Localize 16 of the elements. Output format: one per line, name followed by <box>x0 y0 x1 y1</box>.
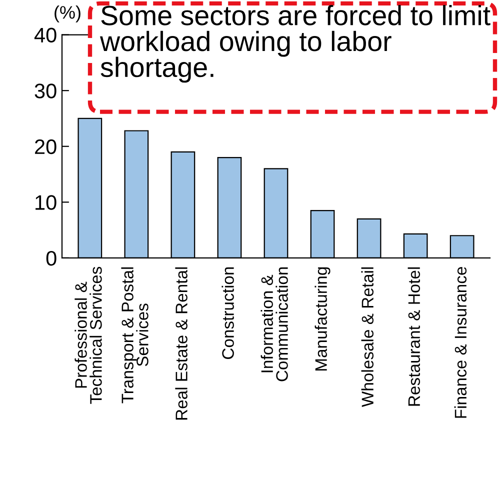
x-tick-label: Real Estate & Rental <box>175 267 188 420</box>
y-tick-label: 30 <box>34 84 56 98</box>
x-tick-label: Restaurant & Hotel <box>408 267 420 406</box>
x-tick-label: Transport & Postal Services <box>121 267 148 404</box>
x-tick-label: Wholesale & Retail <box>361 267 374 408</box>
x-tick-label: Manufacturing <box>314 267 330 371</box>
x-tick-label: Professional & Technical Services <box>74 266 102 404</box>
x-tick-label: Information & Communication <box>260 267 288 382</box>
y-axis-title: (%) <box>54 6 80 22</box>
annotation: Some sectors are forced to limit workload owing to labor shortage. <box>100 4 490 83</box>
y-tick-label: 20 <box>35 139 56 154</box>
y-tick-label: 0 <box>46 250 56 266</box>
y-tick-label: 40 <box>34 28 56 43</box>
x-tick-label: Construction <box>222 267 234 359</box>
y-tick-label: 10 <box>36 195 56 210</box>
x-tick-label: Finance & Insurance <box>454 267 467 418</box>
